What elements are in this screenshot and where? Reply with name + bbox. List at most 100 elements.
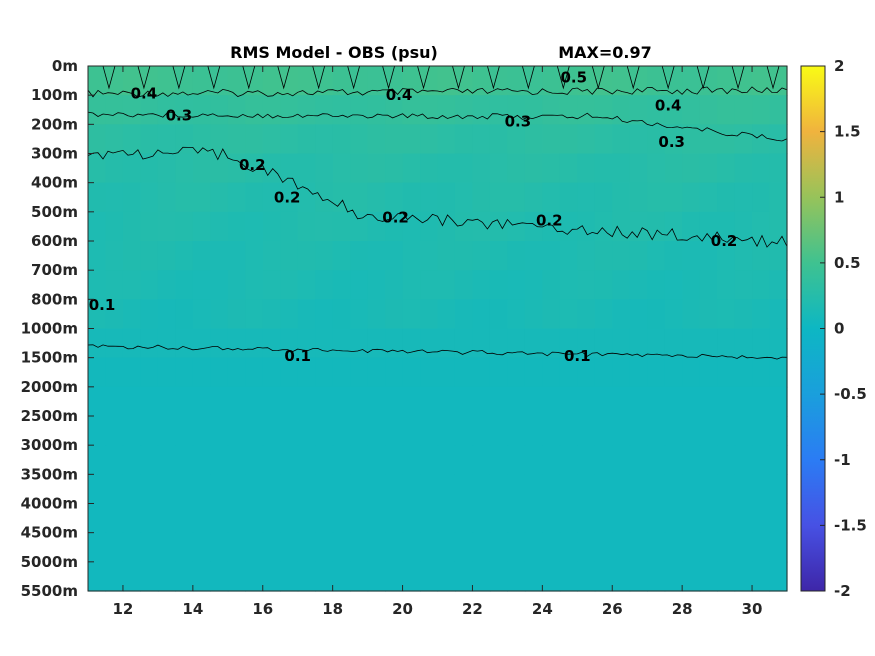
heatmap-cell [210, 328, 229, 359]
y-tick-label: 700m [31, 261, 78, 279]
heatmap-cell [489, 561, 509, 592]
chart-title: RMS Model - OBS (psu) [230, 43, 438, 62]
heatmap-cell [734, 328, 753, 359]
heatmap-cell [717, 561, 736, 592]
heatmap-cell [367, 561, 386, 592]
heatmap-cell [140, 299, 159, 330]
heatmap-cell [612, 211, 631, 242]
heatmap-cell [454, 182, 474, 213]
heatmap-cell [332, 153, 351, 184]
heatmap-cell [297, 211, 316, 242]
heatmap-cell [262, 211, 281, 242]
heatmap-cell [647, 299, 666, 330]
heatmap-cell [454, 211, 474, 242]
heatmap-cell [297, 416, 316, 446]
heatmap-cell [559, 153, 578, 184]
heatmap-cell [682, 66, 701, 96]
heatmap-cell [489, 532, 509, 563]
heatmap-cell [682, 474, 701, 505]
heatmap-cell [542, 241, 561, 271]
heatmap-cell [507, 503, 526, 534]
heatmap-cell [454, 474, 474, 505]
heatmap-cell [122, 124, 142, 155]
heatmap-field [88, 66, 788, 592]
heatmap-cell [262, 153, 281, 184]
heatmap-cell [332, 66, 351, 96]
heatmap-cell [332, 182, 351, 213]
heatmap-cell [507, 241, 526, 271]
heatmap-cell [699, 561, 718, 592]
heatmap-cell [402, 66, 421, 96]
x-tick-label: 12 [113, 600, 134, 618]
heatmap-cell [524, 357, 543, 388]
heatmap-cell [629, 561, 648, 592]
heatmap-cell [122, 66, 142, 96]
heatmap-cell [122, 95, 142, 125]
heatmap-cell [612, 561, 631, 592]
heatmap-cell [157, 357, 176, 388]
heatmap-cell [105, 445, 124, 475]
heatmap-cell [262, 66, 281, 96]
heatmap-cell [699, 270, 718, 300]
heatmap-cell [420, 328, 439, 359]
heatmap-cell [489, 66, 509, 96]
heatmap-cell [507, 182, 526, 213]
heatmap-cell [542, 211, 561, 242]
y-tick-label: 5000m [21, 553, 78, 571]
heatmap-cell [577, 561, 596, 592]
heatmap-cell [664, 270, 683, 300]
heatmap-cell [734, 270, 753, 300]
heatmap-cell [752, 561, 771, 592]
heatmap-cell [227, 153, 246, 184]
heatmap-cell [664, 211, 683, 242]
heatmap-cell [227, 270, 246, 300]
heatmap-cell [350, 211, 369, 242]
heatmap-cell [280, 503, 299, 534]
heatmap-cell [192, 503, 211, 534]
heatmap-cell [367, 299, 386, 330]
heatmap-cell [105, 66, 124, 96]
heatmap-cell [332, 386, 351, 417]
heatmap-cell [157, 124, 176, 155]
heatmap-cell [280, 182, 299, 213]
heatmap-cell [245, 503, 264, 534]
heatmap-cell [734, 416, 753, 446]
heatmap-cell [385, 532, 404, 563]
heatmap-cell [88, 270, 107, 300]
heatmap-cell [752, 357, 771, 388]
heatmap-cell [612, 357, 631, 388]
heatmap-cell [192, 328, 211, 359]
heatmap-cell [210, 503, 229, 534]
heatmap-cell [385, 416, 404, 446]
heatmap-cell [245, 153, 264, 184]
heatmap-cell [227, 241, 246, 271]
heatmap-cell [647, 241, 666, 271]
y-tick-label: 3000m [21, 436, 78, 454]
heatmap-cell [577, 328, 596, 359]
heatmap-cell [157, 153, 176, 184]
heatmap-cell [227, 211, 246, 242]
heatmap-cell [594, 299, 613, 330]
heatmap-cell [437, 124, 456, 155]
heatmap-cell [524, 270, 543, 300]
heatmap-cell [315, 270, 334, 300]
heatmap-cell [88, 561, 107, 592]
heatmap-cell [629, 241, 648, 271]
heatmap-cell [472, 532, 491, 563]
heatmap-cell [245, 299, 264, 330]
heatmap-cell [769, 445, 788, 475]
contour-line [556, 65, 570, 90]
heatmap-cell [612, 474, 631, 505]
heatmap-cell [752, 416, 771, 446]
heatmap-cell [402, 474, 421, 505]
heatmap-cell [332, 270, 351, 300]
heatmap-cell [262, 124, 281, 155]
y-tick-label: 300m [31, 145, 78, 163]
heatmap-cell [612, 416, 631, 446]
heatmap-cell [227, 474, 246, 505]
heatmap-cell [699, 416, 718, 446]
heatmap-cell [140, 445, 159, 475]
x-tick-label: 18 [322, 600, 343, 618]
heatmap-cell [489, 211, 509, 242]
